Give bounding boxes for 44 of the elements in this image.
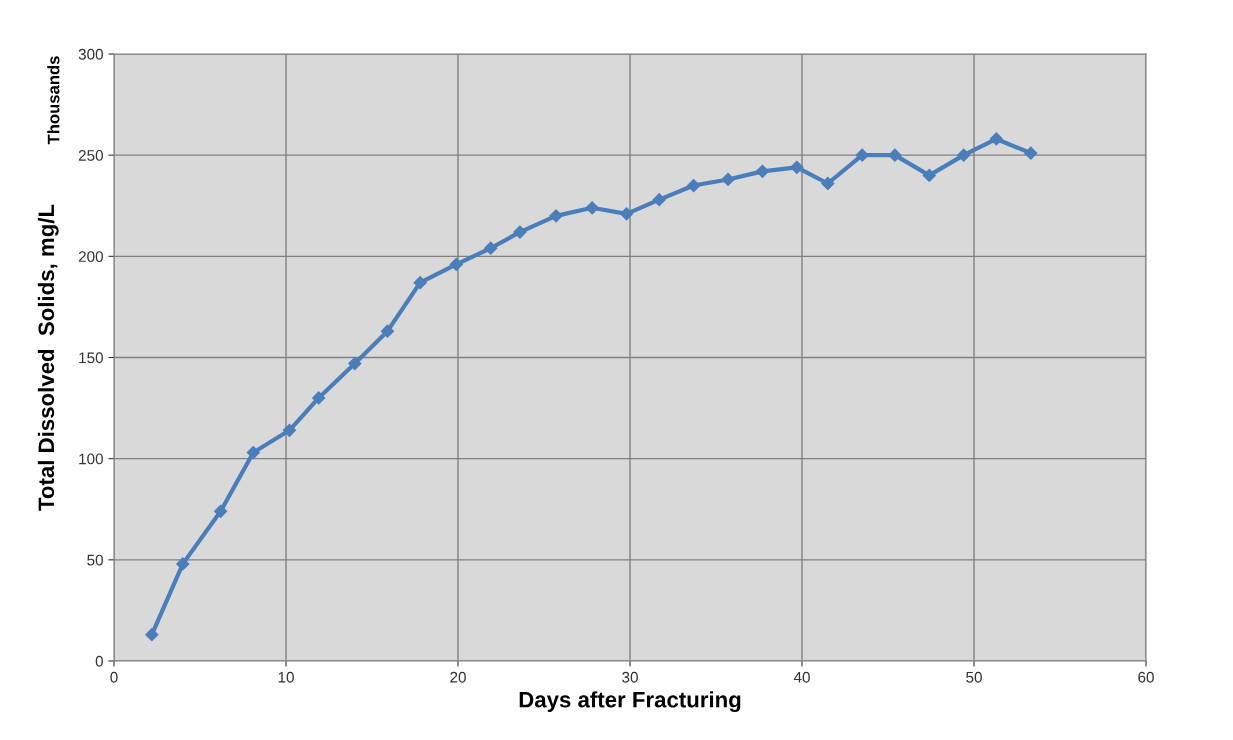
point xyxy=(888,148,902,162)
point xyxy=(348,356,362,371)
point xyxy=(549,209,563,223)
point xyxy=(484,241,498,255)
x-tick-label: 20 xyxy=(450,671,466,683)
point xyxy=(380,324,395,338)
point xyxy=(619,207,634,221)
y-tick-label: 300 xyxy=(78,48,103,60)
point xyxy=(755,164,770,178)
point xyxy=(513,225,527,239)
x-tick-label: 60 xyxy=(1138,671,1154,683)
x-tick-label: 0 xyxy=(110,671,118,683)
x-tick-label: 10 xyxy=(278,671,294,683)
x-tick-label: 30 xyxy=(622,671,638,683)
point xyxy=(821,176,835,191)
point xyxy=(989,132,1003,146)
point xyxy=(790,160,804,174)
point xyxy=(449,257,463,272)
y-tick-label: 100 xyxy=(79,453,103,465)
x-tick-label: 50 xyxy=(966,671,982,683)
point xyxy=(413,276,427,290)
point xyxy=(922,168,936,182)
x-axis-title: Days after Fracturing xyxy=(519,691,741,713)
x-tick-label: 40 xyxy=(793,671,810,683)
y-tick-label: 200 xyxy=(78,251,103,263)
point xyxy=(855,148,869,162)
y-tick-label: 150 xyxy=(79,352,103,364)
y-axis-title: Total Dissolved Solids, mg/L xyxy=(37,204,59,511)
point xyxy=(687,178,701,193)
y-tick-label: 50 xyxy=(87,554,103,566)
point xyxy=(652,193,666,207)
point xyxy=(145,628,159,642)
point xyxy=(957,148,971,162)
y-tick-label: 0 xyxy=(95,655,103,667)
point xyxy=(312,391,326,405)
point xyxy=(282,423,297,437)
point xyxy=(214,504,228,518)
point xyxy=(1024,146,1038,160)
point xyxy=(246,446,260,460)
y-tick-label: 250 xyxy=(78,150,103,161)
point xyxy=(585,201,599,215)
point xyxy=(721,172,735,187)
point xyxy=(176,557,190,571)
text: Thousands xyxy=(47,56,60,145)
